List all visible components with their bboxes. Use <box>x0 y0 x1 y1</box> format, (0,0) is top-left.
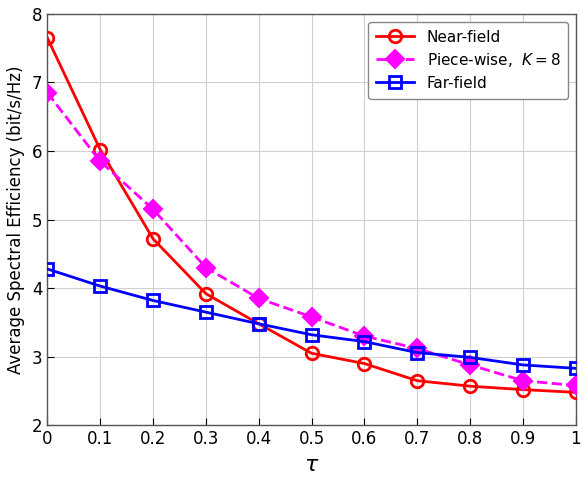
Piece-wise,  $K = 8$ <box>255 295 262 301</box>
Far-field <box>466 354 473 360</box>
Piece-wise,  $K = 8$ <box>572 383 579 388</box>
Legend: Near-field, Piece-wise,  $K = 8$, Far-field: Near-field, Piece-wise, $K = 8$, Far-fie… <box>369 22 568 99</box>
Far-field <box>149 297 156 303</box>
Near-field <box>202 291 209 296</box>
Far-field <box>361 339 368 345</box>
Piece-wise,  $K = 8$ <box>519 378 526 384</box>
Near-field <box>466 383 473 389</box>
Piece-wise,  $K = 8$ <box>202 265 209 270</box>
Piece-wise,  $K = 8$ <box>414 346 421 351</box>
Far-field <box>572 365 579 371</box>
Far-field <box>255 321 262 327</box>
Piece-wise,  $K = 8$ <box>466 362 473 368</box>
X-axis label: $\tau$: $\tau$ <box>304 455 319 475</box>
Far-field <box>202 309 209 315</box>
Piece-wise,  $K = 8$ <box>361 333 368 339</box>
Near-field <box>44 35 51 41</box>
Near-field <box>572 389 579 395</box>
Piece-wise,  $K = 8$ <box>44 90 51 95</box>
Far-field <box>44 266 51 272</box>
Line: Near-field: Near-field <box>41 32 582 399</box>
Piece-wise,  $K = 8$ <box>308 314 315 320</box>
Near-field <box>361 361 368 366</box>
Far-field <box>308 332 315 338</box>
Near-field <box>255 321 262 327</box>
Piece-wise,  $K = 8$ <box>149 206 156 212</box>
Far-field <box>519 362 526 368</box>
Near-field <box>414 378 421 384</box>
Far-field <box>414 350 421 356</box>
Near-field <box>308 350 315 356</box>
Near-field <box>96 147 103 153</box>
Near-field <box>519 387 526 392</box>
Near-field <box>149 236 156 241</box>
Piece-wise,  $K = 8$ <box>96 159 103 164</box>
Far-field <box>96 283 103 289</box>
Y-axis label: Average Spectral Efficiency (bit/s/Hz): Average Spectral Efficiency (bit/s/Hz) <box>7 66 25 374</box>
Line: Piece-wise,  $K = 8$: Piece-wise, $K = 8$ <box>41 87 582 392</box>
Line: Far-field: Far-field <box>41 263 582 375</box>
